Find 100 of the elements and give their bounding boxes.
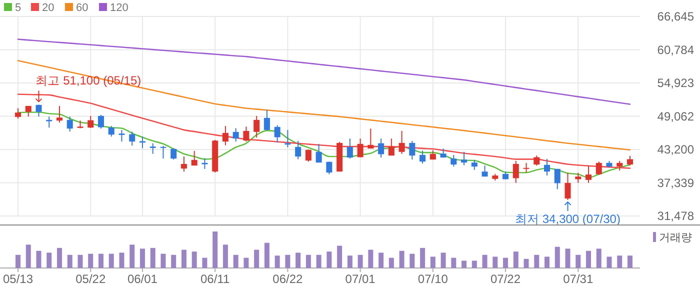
candlestick <box>316 143 322 164</box>
candlestick <box>56 105 62 124</box>
bar <box>576 254 581 268</box>
candlestick <box>534 155 540 166</box>
y-tick-label: 60,784 <box>657 42 694 57</box>
bar <box>596 248 602 268</box>
x-tick-label: 07/31 <box>563 272 594 286</box>
bar <box>78 254 83 268</box>
candlestick <box>368 128 374 150</box>
bar <box>482 254 488 268</box>
candlestick <box>575 172 582 184</box>
bar <box>368 250 374 268</box>
bar <box>347 256 352 268</box>
bar <box>108 254 114 268</box>
bar <box>36 250 42 268</box>
candlestick <box>98 114 104 130</box>
candlestick <box>222 125 228 146</box>
y-tick-label: 37,339 <box>657 176 694 190</box>
bar <box>130 244 135 268</box>
bar <box>472 260 477 268</box>
candlestick <box>616 160 623 172</box>
candlestick <box>554 168 560 190</box>
bar <box>337 246 342 268</box>
candlestick <box>544 158 550 176</box>
bar <box>628 256 632 268</box>
candlestick <box>254 115 260 138</box>
legend-label: 20 <box>42 2 54 14</box>
candlestick <box>129 131 136 146</box>
candlestick <box>243 126 250 142</box>
bar <box>462 260 467 268</box>
bar <box>88 254 94 268</box>
bar <box>150 248 156 268</box>
bar <box>181 250 186 268</box>
candlestick <box>66 116 73 132</box>
x-tick-label: 05/13 <box>2 272 34 286</box>
y-tick-label: 49,062 <box>657 109 694 124</box>
bar <box>586 250 592 268</box>
candlestick <box>409 140 416 160</box>
bar <box>296 252 301 268</box>
x-tick-label: 06/11 <box>200 272 230 286</box>
bar <box>26 244 31 268</box>
candlestick <box>523 162 530 174</box>
bar <box>98 254 104 268</box>
x-tick-label: 07/01 <box>345 272 376 286</box>
bar <box>503 258 508 268</box>
legend-label: 거래량 <box>659 232 692 244</box>
candlestick <box>118 129 125 142</box>
candlestick <box>305 149 312 162</box>
y-tick-label: 43,200 <box>657 142 694 157</box>
candlestick <box>170 148 177 160</box>
bar <box>492 256 498 268</box>
candlestick <box>180 156 187 172</box>
bar <box>212 232 218 268</box>
candlestick <box>326 161 332 175</box>
bar <box>233 254 238 268</box>
bar <box>430 256 436 268</box>
bar <box>222 244 228 268</box>
bar <box>140 248 145 268</box>
bar <box>316 254 322 268</box>
bar <box>264 242 270 268</box>
candlestick <box>150 142 156 154</box>
bar <box>399 250 404 268</box>
y-tick-label: 54,923 <box>657 76 694 90</box>
bar <box>16 254 20 268</box>
bar <box>565 248 570 268</box>
bar <box>358 254 363 268</box>
bar <box>119 252 124 268</box>
candlestick <box>160 145 166 160</box>
x-tick-label: 05/22 <box>76 272 106 286</box>
bar <box>67 254 72 268</box>
y-tick-label: 66,645 <box>657 10 694 24</box>
bar <box>244 258 249 268</box>
candlestick <box>388 138 394 156</box>
bar <box>606 256 612 268</box>
annotation: 최저 34,300 (07/30) <box>515 212 620 226</box>
candlestick <box>357 138 364 158</box>
candlestick <box>564 172 571 200</box>
bar <box>388 258 394 268</box>
bar <box>534 254 540 268</box>
x-tick-label: 07/10 <box>418 272 448 286</box>
bar <box>617 256 622 268</box>
candlestick <box>139 136 146 149</box>
x-tick-label: 06/22 <box>272 272 304 286</box>
line-series <box>17 60 631 151</box>
candlestick <box>274 124 280 144</box>
bar <box>513 252 518 268</box>
candlestick <box>295 140 302 160</box>
candlestick <box>46 116 52 128</box>
candlestick <box>232 128 239 142</box>
x-tick-label: 06/01 <box>127 272 158 286</box>
bar <box>192 252 197 268</box>
x-tick-label: 07/22 <box>490 272 521 286</box>
bar <box>160 254 166 268</box>
legend-label: 120 <box>110 2 128 14</box>
bar <box>554 246 560 268</box>
bar <box>46 252 52 268</box>
candlestick <box>596 161 602 176</box>
bar <box>171 254 176 268</box>
bar <box>451 258 456 268</box>
candlestick <box>202 158 208 170</box>
